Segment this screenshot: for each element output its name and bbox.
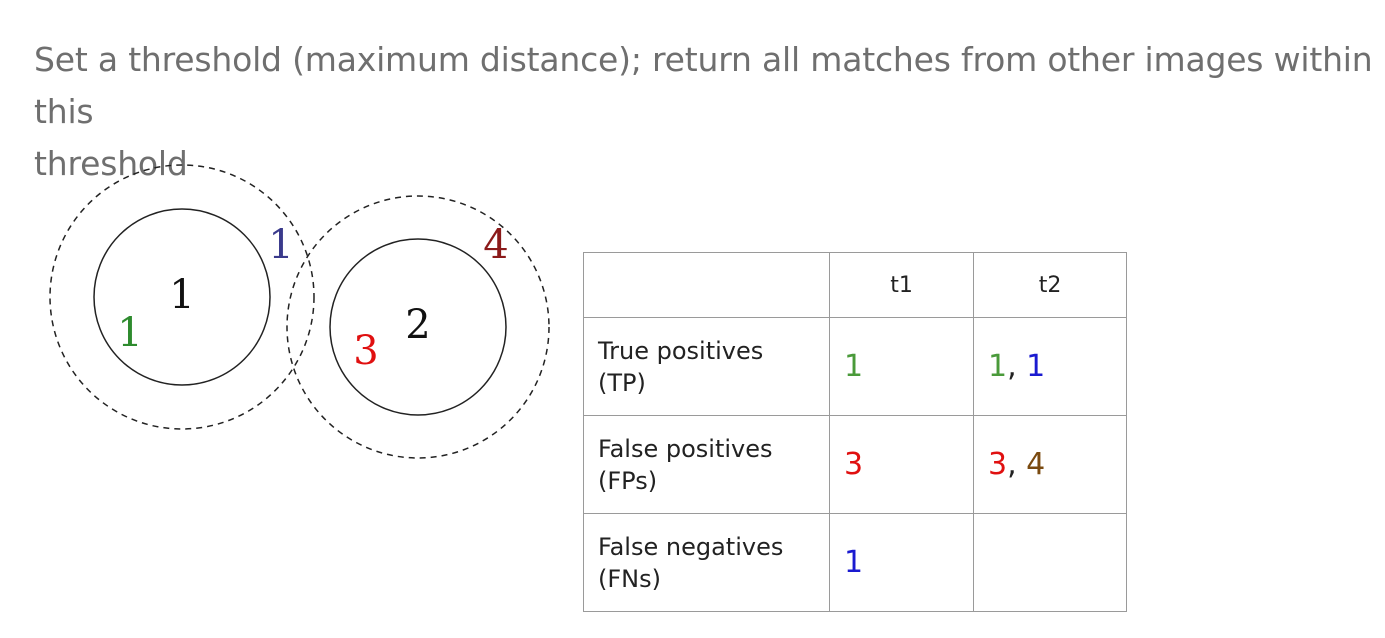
cell-t1: 1 [829, 317, 974, 416]
value-separator: , [1007, 447, 1027, 482]
row-label-line-1: False negatives [598, 532, 784, 561]
right-outer-match-label: 4 [483, 222, 508, 268]
table-row-true-positives: True positives (TP) 1 1, 1 [583, 317, 1127, 416]
header-cell-t1: t1 [829, 252, 974, 318]
match-value: 3 [844, 447, 864, 482]
cell-t1: 1 [829, 513, 974, 612]
threshold-diagram: 1 1 1 2 3 4 [49, 164, 550, 459]
match-value: 1 [844, 545, 864, 580]
left-feature-circle [93, 208, 271, 386]
right-feature-circle [329, 238, 507, 416]
table-header-row: t1 t2 [583, 252, 1127, 318]
match-value: 3 [988, 447, 1008, 482]
match-value: 1 [1026, 349, 1046, 384]
row-label-line-2: (FNs) [598, 564, 661, 593]
cell-t1: 3 [829, 415, 974, 514]
match-value: 1 [844, 349, 864, 384]
cell-t2: 1, 1 [973, 317, 1127, 416]
right-threshold-circle [286, 195, 550, 459]
left-outer-match-label: 1 [268, 222, 293, 268]
row-label: False negatives (FNs) [583, 513, 830, 612]
right-center-label: 2 [405, 302, 430, 348]
header-cell-t2: t2 [973, 252, 1127, 318]
row-label: True positives (TP) [583, 317, 830, 416]
cell-t2 [973, 513, 1127, 612]
match-value: 4 [1026, 447, 1046, 482]
match-value: 1 [988, 349, 1008, 384]
right-inner-match-label: 3 [353, 328, 378, 374]
heading: Set a threshold (maximum distance); retu… [34, 34, 1379, 190]
row-label-line-1: True positives [598, 336, 764, 365]
row-label-line-2: (FPs) [598, 466, 658, 495]
heading-line-1: Set a threshold (maximum distance); retu… [34, 40, 1373, 131]
row-label-line-2: (TP) [598, 368, 646, 397]
left-center-label: 1 [169, 272, 194, 318]
header-cell-empty [583, 252, 830, 318]
row-label-line-1: False positives [598, 434, 773, 463]
left-inner-match-label: 1 [117, 310, 142, 356]
heading-line-2: threshold [34, 144, 188, 183]
left-threshold-circle [49, 164, 315, 430]
table-row-false-positives: False positives (FPs) 3 3, 4 [583, 415, 1127, 514]
cell-t2: 3, 4 [973, 415, 1127, 514]
results-table: t1 t2 True positives (TP) 1 1, 1 False p… [583, 252, 1127, 612]
table-row-false-negatives: False negatives (FNs) 1 [583, 513, 1127, 612]
row-label: False positives (FPs) [583, 415, 830, 514]
value-separator: , [1007, 349, 1027, 384]
